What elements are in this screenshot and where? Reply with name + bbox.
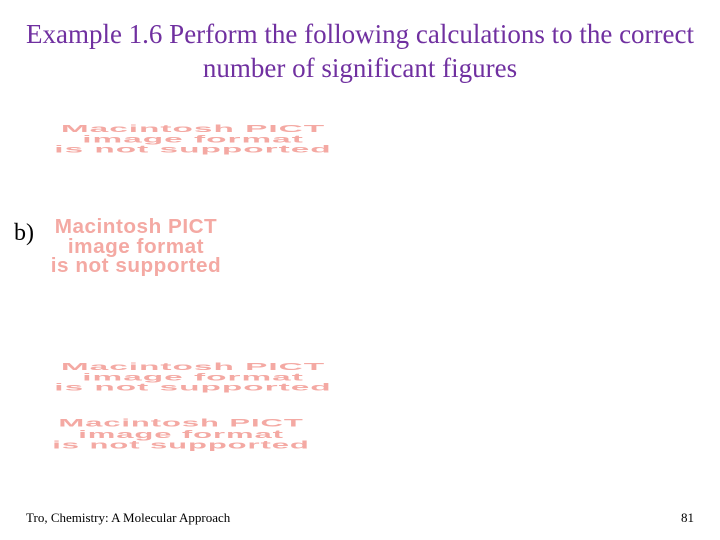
pict-error-1: Macintosh PICT image format is not suppo… [26, 124, 360, 155]
slide-title: Example 1.6 Perform the following calcul… [24, 18, 696, 86]
slide-title-text: Example 1.6 Perform the following calcul… [26, 19, 694, 83]
item-b-text: b) [14, 220, 34, 246]
slide: Example 1.6 Perform the following calcul… [0, 0, 720, 540]
pict-error-4: Macintosh PICT image format is not suppo… [26, 418, 336, 451]
page-number: 81 [681, 510, 694, 526]
footer-citation-text: Tro, Chemistry: A Molecular Approach [26, 510, 230, 525]
pict-error-3: Macintosh PICT image format is not suppo… [26, 362, 360, 393]
footer-citation: Tro, Chemistry: A Molecular Approach [26, 510, 230, 526]
pict-error-2: Macintosh PICT image format is not suppo… [48, 218, 224, 277]
page-number-text: 81 [681, 510, 694, 525]
item-b-label: b) [14, 220, 34, 247]
